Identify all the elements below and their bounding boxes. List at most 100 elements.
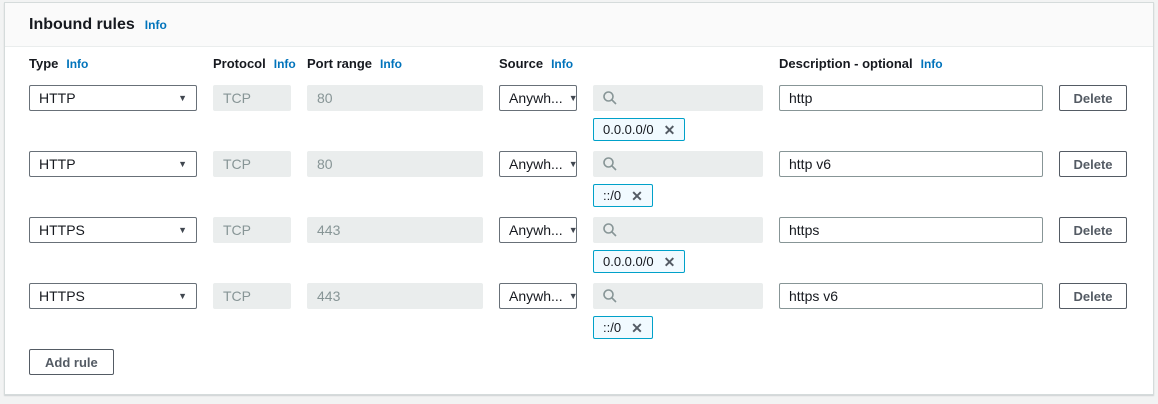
- add-rule-row: Add rule: [29, 349, 1129, 375]
- close-icon[interactable]: ✕: [664, 123, 676, 137]
- source-select-value: Anywh...: [509, 222, 563, 238]
- panel-header: Inbound rules Info: [5, 3, 1153, 47]
- delete-button[interactable]: Delete: [1059, 85, 1127, 111]
- type-select[interactable]: HTTP ▼: [29, 151, 197, 177]
- port-range-value: 443: [317, 288, 340, 304]
- chevron-down-icon: ▼: [569, 291, 577, 301]
- type-column-label: Type: [29, 56, 58, 71]
- source-column-label: Source: [499, 56, 543, 71]
- source-search-input[interactable]: [593, 283, 763, 309]
- close-icon[interactable]: ✕: [664, 255, 676, 269]
- description-input[interactable]: [779, 283, 1043, 309]
- source-select-value: Anywh...: [509, 288, 563, 304]
- source-cidr-value: 0.0.0.0/0: [603, 254, 654, 269]
- description-column-label: Description - optional: [779, 56, 913, 71]
- rule-fields: HTTPS ▼ TCP 443 Anywh... ▼: [29, 283, 1129, 309]
- source-cidr-tag: 0.0.0.0/0 ✕: [593, 118, 685, 141]
- source-tag-row: ::/0 ✕: [593, 316, 1129, 339]
- chevron-down-icon: ▼: [569, 225, 577, 235]
- port-range-info-link[interactable]: Info: [380, 57, 402, 71]
- column-header-port-range: Port range Info: [307, 56, 483, 71]
- source-select-value: Anywh...: [509, 156, 563, 172]
- protocol-field: TCP: [213, 217, 291, 243]
- source-tag-row: 0.0.0.0/0 ✕: [593, 250, 1129, 273]
- type-select-value: HTTP: [39, 90, 76, 106]
- type-select-value: HTTP: [39, 156, 76, 172]
- type-info-link[interactable]: Info: [66, 57, 88, 71]
- source-select[interactable]: Anywh... ▼: [499, 283, 577, 309]
- add-rule-button[interactable]: Add rule: [29, 349, 114, 375]
- table-row: HTTPS ▼ TCP 443 Anywh... ▼: [29, 283, 1129, 339]
- protocol-value: TCP: [223, 288, 251, 304]
- close-icon[interactable]: ✕: [631, 321, 643, 335]
- description-input[interactable]: [779, 151, 1043, 177]
- table-row: HTTP ▼ TCP 80 Anywh... ▼: [29, 151, 1129, 207]
- column-headers: Type Info Protocol Info Port range Info …: [29, 56, 1129, 71]
- source-tag-row: 0.0.0.0/0 ✕: [593, 118, 1129, 141]
- description-input[interactable]: [779, 85, 1043, 111]
- source-select[interactable]: Anywh... ▼: [499, 151, 577, 177]
- panel-content: Type Info Protocol Info Port range Info …: [5, 47, 1153, 385]
- rule-fields: HTTP ▼ TCP 80 Anywh... ▼: [29, 151, 1129, 177]
- description-info-link[interactable]: Info: [921, 57, 943, 71]
- source-search-input[interactable]: [593, 217, 763, 243]
- rules-list: HTTP ▼ TCP 80 Anywh... ▼: [29, 85, 1129, 339]
- search-icon: [602, 90, 618, 106]
- chevron-down-icon: ▼: [178, 159, 187, 169]
- protocol-value: TCP: [223, 90, 251, 106]
- source-cidr-tag: ::/0 ✕: [593, 316, 653, 339]
- port-range-field: 443: [307, 283, 483, 309]
- search-icon: [602, 288, 618, 304]
- protocol-field: TCP: [213, 283, 291, 309]
- port-range-column-label: Port range: [307, 56, 372, 71]
- type-select[interactable]: HTTPS ▼: [29, 217, 197, 243]
- delete-button[interactable]: Delete: [1059, 217, 1127, 243]
- type-select[interactable]: HTTPS ▼: [29, 283, 197, 309]
- source-select[interactable]: Anywh... ▼: [499, 85, 577, 111]
- rule-fields: HTTPS ▼ TCP 443 Anywh... ▼: [29, 217, 1129, 243]
- inbound-rules-panel: Inbound rules Info Type Info Protocol In…: [4, 2, 1154, 395]
- protocol-column-label: Protocol: [213, 56, 266, 71]
- port-range-value: 443: [317, 222, 340, 238]
- delete-button[interactable]: Delete: [1059, 283, 1127, 309]
- chevron-down-icon: ▼: [178, 291, 187, 301]
- source-cidr-value: ::/0: [603, 320, 621, 335]
- protocol-value: TCP: [223, 156, 251, 172]
- type-select-value: HTTPS: [39, 222, 85, 238]
- chevron-down-icon: ▼: [178, 93, 187, 103]
- protocol-field: TCP: [213, 151, 291, 177]
- source-cidr-value: ::/0: [603, 188, 621, 203]
- port-range-field: 80: [307, 151, 483, 177]
- source-cidr-tag: ::/0 ✕: [593, 184, 653, 207]
- type-select[interactable]: HTTP ▼: [29, 85, 197, 111]
- close-icon[interactable]: ✕: [631, 189, 643, 203]
- delete-button[interactable]: Delete: [1059, 151, 1127, 177]
- type-select-value: HTTPS: [39, 288, 85, 304]
- source-cidr-tag: 0.0.0.0/0 ✕: [593, 250, 685, 273]
- table-row: HTTPS ▼ TCP 443 Anywh... ▼: [29, 217, 1129, 273]
- chevron-down-icon: ▼: [569, 93, 577, 103]
- description-input[interactable]: [779, 217, 1043, 243]
- column-header-source: Source Info: [499, 56, 763, 71]
- source-cidr-value: 0.0.0.0/0: [603, 122, 654, 137]
- page-title: Inbound rules: [29, 16, 135, 34]
- port-range-value: 80: [317, 90, 333, 106]
- protocol-info-link[interactable]: Info: [274, 57, 296, 71]
- source-tag-row: ::/0 ✕: [593, 184, 1129, 207]
- table-row: HTTP ▼ TCP 80 Anywh... ▼: [29, 85, 1129, 141]
- chevron-down-icon: ▼: [569, 159, 577, 169]
- column-header-protocol: Protocol Info: [213, 56, 291, 71]
- column-header-description: Description - optional Info: [779, 56, 1043, 71]
- source-search-input[interactable]: [593, 151, 763, 177]
- chevron-down-icon: ▼: [178, 225, 187, 235]
- column-header-type: Type Info: [29, 56, 197, 71]
- source-select[interactable]: Anywh... ▼: [499, 217, 577, 243]
- source-info-link[interactable]: Info: [551, 57, 573, 71]
- source-search-input[interactable]: [593, 85, 763, 111]
- protocol-field: TCP: [213, 85, 291, 111]
- inbound-rules-info-link[interactable]: Info: [145, 18, 167, 32]
- rule-fields: HTTP ▼ TCP 80 Anywh... ▼: [29, 85, 1129, 111]
- port-range-value: 80: [317, 156, 333, 172]
- protocol-value: TCP: [223, 222, 251, 238]
- source-select-value: Anywh...: [509, 90, 563, 106]
